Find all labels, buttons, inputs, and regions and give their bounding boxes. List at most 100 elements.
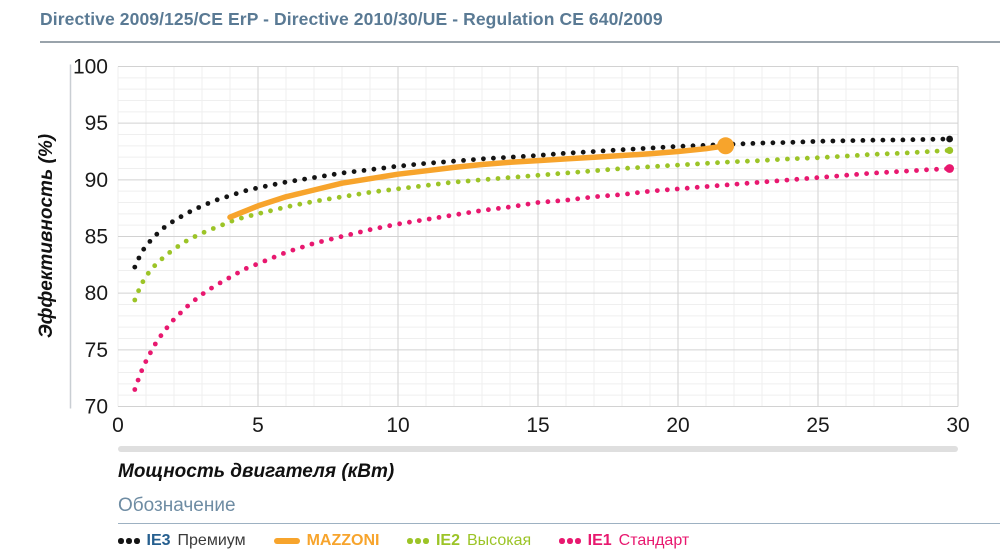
series-dot-ie3-premium — [401, 163, 407, 169]
series-dot-ie1-standard — [635, 190, 640, 196]
series-dot-ie1-standard — [407, 219, 412, 225]
series-dot-ie1-standard — [416, 218, 422, 224]
series-dot-ie1-standard — [486, 207, 491, 213]
series-dot-ie2-high — [635, 165, 640, 171]
series-dot-ie3-premium — [940, 136, 946, 142]
series-dot-ie1-standard — [348, 232, 354, 237]
series-dot-ie1-standard — [914, 168, 919, 173]
series-dot-ie1-standard — [674, 186, 680, 192]
series-dot-ie3-premium — [371, 166, 377, 172]
series-dot-ie3-premium — [510, 154, 516, 160]
series-dot-ie1-standard — [170, 317, 176, 323]
series-dot-ie1-standard — [387, 223, 393, 229]
legend-series-code: IE2 — [435, 532, 460, 549]
series-dot-ie1-standard — [143, 359, 149, 364]
series-dot-ie1-standard — [824, 174, 830, 180]
x-tick-label: 10 — [386, 414, 409, 437]
series-dot-ie2-high — [366, 190, 372, 195]
x-tick-label: 30 — [946, 414, 969, 437]
series-dot-ie3-premium — [161, 225, 167, 230]
y-tick-label: 75 — [85, 339, 108, 362]
series-dot-ie1-standard — [834, 173, 840, 179]
series-dot-ie3-premium — [810, 139, 816, 144]
x-tick-label: 0 — [112, 414, 124, 437]
series-dot-ie3-premium — [610, 147, 616, 153]
series-dot-ie3-premium — [850, 138, 856, 144]
x-tick-label: 5 — [252, 414, 264, 437]
y-tick-label: 95 — [85, 112, 108, 135]
series-dot-ie1-standard — [135, 377, 141, 383]
series-dot-ie3-premium — [262, 183, 268, 189]
series-dot-ie1-standard — [744, 180, 750, 186]
series-end-marker-ie2-high — [946, 146, 954, 154]
series-dot-ie2-high — [258, 210, 264, 216]
series-dot-ie2-high — [495, 176, 501, 181]
series-dot-ie1-standard — [774, 178, 780, 184]
series-line-mazzoni — [227, 143, 729, 220]
series-dot-ie1-standard — [734, 181, 740, 187]
series-dot-ie2-high — [248, 213, 254, 218]
series-dot-ie3-premium — [750, 141, 756, 146]
legend-item-ie1-standard[interactable]: IE1 Стандарт — [559, 532, 689, 550]
series-dot-ie1-standard — [281, 251, 286, 256]
series-dot-ie3-premium — [540, 152, 546, 158]
series-dot-ie1-standard — [300, 244, 305, 250]
series-dot-ie3-premium — [431, 160, 436, 166]
series-dot-ie1-standard — [319, 239, 324, 244]
series-dot-ie1-standard — [262, 258, 268, 264]
series-dot-ie3-premium — [481, 156, 486, 162]
series-dot-ie1-standard — [804, 176, 810, 181]
series-dot-ie3-premium — [233, 191, 239, 197]
series-dot-ie1-standard — [704, 184, 710, 189]
series-dot-ie2-high — [545, 172, 551, 177]
series-dot-ie2-high — [745, 158, 750, 164]
series-dot-ie1-standard — [555, 198, 561, 204]
series-dot-ie1-standard — [436, 215, 442, 220]
series-dot-ie2-high — [924, 149, 930, 155]
series-dot-ie2-high — [565, 170, 571, 176]
solid-line-icon — [273, 538, 300, 544]
series-dot-ie1-standard — [358, 229, 363, 235]
legend-items: IE3 Премиум MAZZONI IE2 Высокая IE1 Стандарт — [118, 532, 1000, 550]
series-dot-ie3-premium — [272, 181, 278, 187]
series-dot-ie2-high — [775, 157, 780, 163]
series-dot-ie3-premium — [471, 157, 476, 163]
series-dot-ie1-standard — [684, 185, 690, 191]
x-tick-label: 25 — [806, 414, 829, 437]
series-dot-ie3-premium — [840, 138, 846, 144]
chart-scrollbar[interactable] — [118, 446, 958, 452]
series-dot-ie1-standard — [243, 266, 249, 271]
series-dot-ie2-high — [435, 181, 441, 187]
series-dot-ie1-standard — [565, 197, 571, 203]
legend-item-mazzoni[interactable]: MAZZONI — [273, 532, 379, 550]
series-dot-ie2-high — [755, 158, 760, 164]
series-dot-ie2-high — [485, 176, 491, 182]
series-dot-ie3-premium — [331, 171, 337, 177]
series-dot-ie1-standard — [226, 275, 232, 281]
series-dot-ie3-premium — [205, 201, 211, 206]
series-end-marker-ie1-standard — [945, 164, 954, 173]
series-dot-ie1-standard — [152, 341, 158, 347]
series-dot-ie3-premium — [580, 149, 586, 155]
series-dot-ie1-standard — [338, 234, 344, 240]
series-dot-ie2-high — [132, 297, 138, 303]
series-dot-ie3-premium — [760, 140, 766, 146]
series-dot-ie1-standard — [309, 241, 315, 247]
series-dot-ie2-high — [515, 174, 521, 180]
dotted-line-icon — [559, 538, 581, 544]
legend-item-ie2-high[interactable]: IE2 Высокая — [407, 532, 531, 550]
series-dot-ie3-premium — [253, 186, 258, 191]
series-dot-ie2-high — [346, 193, 352, 199]
series-dot-ie2-high — [201, 229, 207, 235]
series-dot-ie1-standard — [814, 175, 820, 181]
series-dot-ie3-premium — [170, 219, 175, 225]
legend-item-ie3-premium[interactable]: IE3 Премиум — [118, 532, 246, 550]
series-dot-ie3-premium — [550, 151, 556, 157]
series-dot-ie1-standard — [367, 227, 373, 233]
series-dot-ie2-high — [585, 168, 591, 174]
series-dot-ie1-standard — [864, 171, 869, 177]
series-dot-ie1-standard — [515, 203, 521, 209]
series-dot-ie1-standard — [545, 199, 551, 205]
series-dot-ie3-premium — [520, 154, 526, 159]
series-dot-ie3-premium — [411, 162, 417, 168]
